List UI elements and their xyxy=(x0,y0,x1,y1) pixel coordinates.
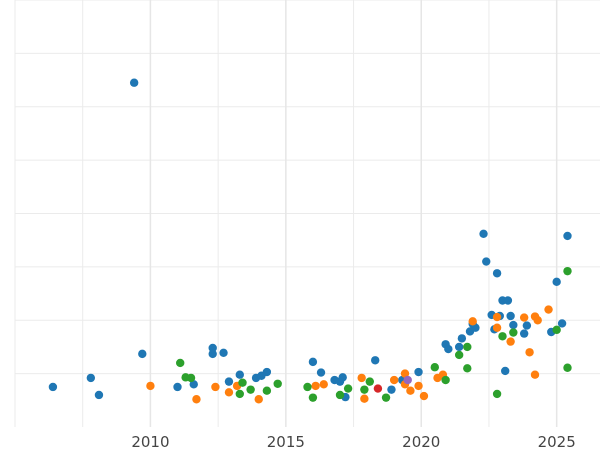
series-3 xyxy=(373,384,383,393)
data-point xyxy=(463,342,472,352)
grid-layer xyxy=(14,0,600,427)
data-point xyxy=(563,363,572,372)
data-point xyxy=(414,367,423,377)
data-point xyxy=(552,325,561,335)
data-point xyxy=(498,332,507,341)
data-point xyxy=(509,328,518,337)
data-point xyxy=(338,373,347,382)
data-point xyxy=(238,378,247,387)
data-point xyxy=(552,277,561,287)
data-point xyxy=(482,257,491,266)
data-point xyxy=(176,358,185,368)
data-point xyxy=(371,356,380,365)
data-point xyxy=(319,380,328,389)
data-point xyxy=(522,321,532,330)
x-tick-label: 2025 xyxy=(538,433,576,450)
data-point xyxy=(262,386,272,395)
series-2 xyxy=(176,266,572,402)
data-point xyxy=(400,369,410,378)
data-point xyxy=(343,384,353,393)
data-point xyxy=(138,349,147,359)
data-point xyxy=(506,337,515,346)
data-point xyxy=(208,343,217,353)
x-tick-label: 2015 xyxy=(267,433,305,450)
data-point xyxy=(444,344,453,354)
data-point xyxy=(357,373,366,383)
points-layer xyxy=(48,78,572,404)
data-point xyxy=(129,78,139,87)
data-point xyxy=(308,393,318,402)
data-point xyxy=(506,311,515,321)
data-point xyxy=(463,364,472,373)
data-point xyxy=(430,363,439,372)
data-point xyxy=(308,357,318,367)
data-point xyxy=(501,366,510,376)
data-point xyxy=(519,329,529,338)
data-point xyxy=(211,382,220,392)
data-point xyxy=(441,375,450,385)
data-point xyxy=(208,349,217,359)
data-point xyxy=(48,382,58,392)
data-point xyxy=(224,377,234,386)
series-0 xyxy=(48,78,572,402)
data-point xyxy=(360,394,369,403)
data-point xyxy=(479,229,488,238)
data-point xyxy=(492,312,502,322)
data-point xyxy=(492,389,502,399)
data-point xyxy=(563,266,572,276)
data-point xyxy=(381,393,391,402)
data-point xyxy=(519,313,529,322)
data-point xyxy=(525,348,534,357)
data-point xyxy=(86,373,96,383)
data-point xyxy=(389,375,399,385)
data-point xyxy=(316,368,326,377)
data-point xyxy=(403,375,412,385)
data-point xyxy=(509,320,518,330)
data-point xyxy=(335,390,345,400)
data-point xyxy=(360,385,369,394)
data-point xyxy=(365,377,374,386)
data-point xyxy=(530,370,540,379)
data-point xyxy=(235,389,244,399)
data-point xyxy=(454,342,464,352)
data-point xyxy=(533,316,542,325)
data-point xyxy=(563,231,572,241)
data-point xyxy=(224,388,234,397)
data-point xyxy=(235,370,244,379)
data-point xyxy=(492,269,502,278)
data-point xyxy=(471,323,480,332)
series-1 xyxy=(146,305,553,404)
data-point xyxy=(544,305,553,314)
data-point xyxy=(557,319,567,328)
data-point xyxy=(311,381,320,391)
data-point xyxy=(457,334,467,343)
series-4 xyxy=(403,375,412,385)
data-point xyxy=(492,323,502,332)
data-point xyxy=(192,395,201,404)
x-tick-label: 2020 xyxy=(402,433,440,450)
data-point xyxy=(254,395,263,404)
data-point xyxy=(406,386,415,395)
data-point xyxy=(246,385,255,394)
data-point xyxy=(303,382,312,392)
x-axis-ticks: 2010 2015 2020 2025 xyxy=(131,433,575,450)
data-point xyxy=(94,390,104,400)
data-point xyxy=(414,381,423,391)
data-point xyxy=(468,317,477,326)
x-tick-label: 2010 xyxy=(131,433,169,450)
data-point xyxy=(503,296,513,305)
data-point xyxy=(273,379,282,388)
data-point xyxy=(186,373,196,383)
data-point xyxy=(146,381,155,391)
data-point xyxy=(454,350,464,360)
data-point xyxy=(419,391,429,401)
data-point xyxy=(373,384,383,393)
data-point xyxy=(173,382,182,392)
data-point xyxy=(189,380,198,389)
data-point xyxy=(387,385,396,394)
data-point xyxy=(262,367,272,377)
data-point xyxy=(219,348,228,358)
